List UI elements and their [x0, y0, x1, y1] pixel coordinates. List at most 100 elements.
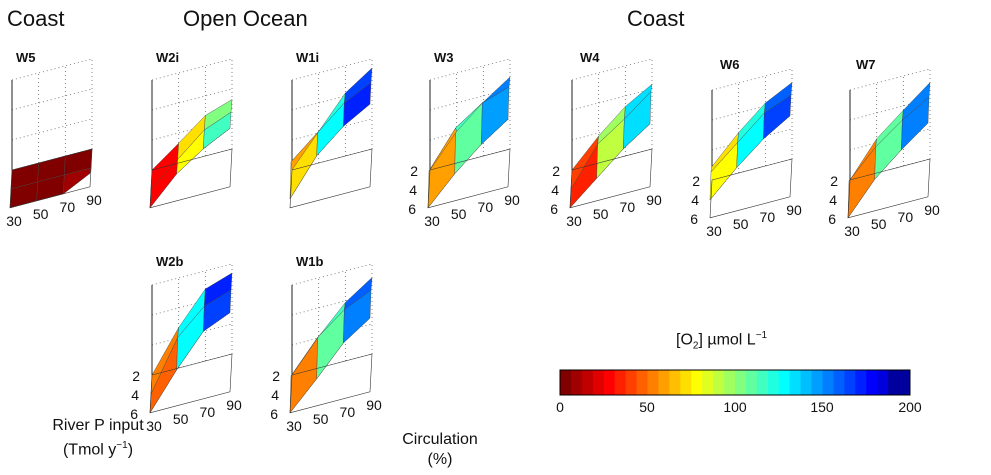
circ-tick-label: 30 [6, 213, 22, 229]
surface-cell [764, 82, 793, 114]
grid-line [151, 263, 233, 286]
river-title-line1: River P input [52, 417, 144, 434]
river-tick-label: 2 [830, 173, 838, 189]
circ-title-line2: (%) [427, 451, 453, 468]
river-tick-label: 6 [828, 211, 836, 227]
colorbar-tick: 0 [556, 399, 564, 415]
panel-label-w1b: W1b [296, 254, 324, 269]
colorbar-border [559, 369, 911, 396]
panel-label-w6: W6 [720, 57, 740, 72]
floor-outline [149, 148, 233, 209]
river-tick-label: 6 [408, 201, 416, 217]
surface-cell [902, 81, 931, 121]
floor-outline [569, 148, 653, 209]
surface-panel-w4: 2 4 6 30 50 70 90 [550, 58, 662, 229]
colorbar-segment [888, 370, 900, 395]
colorbar-segment [581, 370, 594, 395]
grid-line [571, 58, 653, 81]
surface-panel-w1b: 2 4 6 30 50 70 90 [270, 263, 382, 434]
circ-tick-label: 30 [566, 213, 582, 229]
surface-cell [204, 272, 233, 307]
colorbar-segment [724, 370, 736, 395]
panel-label-w2b: W2b [156, 254, 184, 269]
colorbar-segment [625, 370, 638, 395]
colorbar-segment [756, 370, 769, 395]
grid-line [711, 68, 793, 91]
grid-line [291, 263, 373, 286]
header-open-ocean: Open Ocean [183, 6, 308, 31]
circ-tick-label: 70 [478, 199, 494, 215]
colorbar-segment [647, 370, 659, 395]
river-tick-label: 4 [551, 182, 559, 198]
colorbar-segment [789, 370, 802, 395]
river-tick-label: 2 [552, 163, 560, 179]
colorbar-segment [866, 370, 878, 395]
circ-tick-label: 70 [620, 199, 636, 215]
colorbar-segment [680, 370, 692, 395]
colorbar-segment [702, 370, 714, 395]
grid-line [429, 58, 511, 81]
grid-line [571, 88, 653, 111]
circ-tick-label: 30 [844, 223, 860, 239]
floor-outline [9, 148, 93, 209]
colorbar-segment [811, 370, 823, 395]
river-tick-label: 4 [409, 182, 417, 198]
river-tick-label: 2 [132, 368, 140, 384]
surface-panel-w3: 2 4 6 30 50 70 90 [408, 58, 520, 229]
colorbar-segment [833, 370, 845, 395]
floor-outline [289, 148, 373, 209]
circ-tick-label: 50 [173, 411, 189, 427]
colorbar-segment [778, 370, 791, 395]
colorbar-tick: 50 [639, 399, 655, 415]
floor-outline [709, 158, 793, 219]
river-tick-label: 6 [550, 201, 558, 217]
circ-tick-label: 70 [898, 209, 914, 225]
circ-tick-label: 70 [200, 404, 216, 420]
colorbar-segment [636, 370, 648, 395]
colorbar-segment [614, 370, 627, 395]
circ-tick-label: 50 [313, 411, 329, 427]
circ-tick-label: 90 [226, 397, 242, 413]
circ-tick-label: 70 [760, 209, 776, 225]
circ-tick-label: 30 [146, 418, 162, 434]
colorbar-segment [899, 370, 911, 395]
circ-tick-label: 50 [33, 206, 49, 222]
surface-panel-w7: 2 4 6 30 50 70 90 [828, 68, 940, 239]
surface-panel-w2b: 2 4 6 30 50 70 90 [130, 263, 242, 434]
floor-outline [289, 353, 373, 414]
colorbar-segment [745, 370, 758, 395]
grid-line [291, 58, 373, 81]
circ-tick-label: 50 [871, 216, 887, 232]
surface-cell [204, 99, 233, 131]
panel-label-w3: W3 [434, 50, 454, 65]
surface-panel-w1i [289, 58, 373, 209]
panel-label-w4: W4 [580, 50, 600, 65]
colorbar-segment [800, 370, 813, 395]
circ-title-line1: Circulation [402, 431, 478, 448]
floor-outline [149, 353, 233, 414]
grid-line [151, 58, 233, 81]
colorbar-tick: 200 [898, 399, 922, 415]
river-tick-label: 2 [692, 173, 700, 189]
river-p-input-axis-title: River P input (Tmol y−1) [38, 416, 158, 460]
river-tick-label: 4 [829, 192, 837, 208]
circ-tick-label: 50 [593, 206, 609, 222]
surface-panel-w2i [149, 58, 233, 209]
colorbar-segment [691, 370, 703, 395]
colorbar-segment [735, 370, 747, 395]
river-tick-label: 4 [691, 192, 699, 208]
river-tick-label: 2 [272, 368, 280, 384]
colorbar-tick: 100 [723, 399, 747, 415]
colorbar-title: [O2] µmol L−1 [676, 330, 768, 352]
grid-line [849, 68, 931, 91]
colorbar-segment [669, 370, 681, 395]
panel-label-w2i: W2i [156, 50, 180, 65]
colorbar-segment [560, 370, 572, 395]
surface-cell [624, 83, 653, 120]
circ-tick-label: 30 [706, 223, 722, 239]
river-title-line2: (Tmol y−1) [62, 440, 134, 459]
floor-outline [427, 148, 511, 209]
